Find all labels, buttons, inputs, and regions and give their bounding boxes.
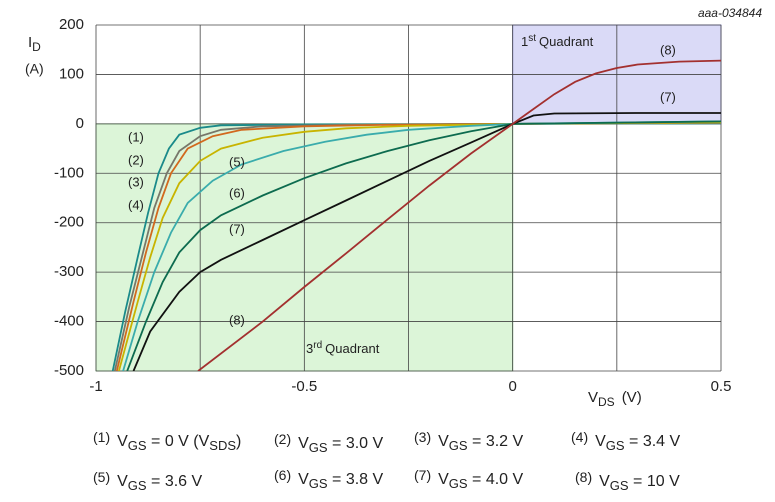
quadrant-label: 3rd Quadrant — [306, 340, 380, 357]
legend-sub: GS — [449, 476, 468, 491]
annotation: aaa-034844 — [698, 6, 762, 20]
legend-number: (3) — [414, 429, 431, 445]
legend-sub: GS — [449, 438, 468, 453]
quadrant-label: 1st Quadrant — [521, 33, 594, 50]
curve-label: (7) — [660, 89, 676, 104]
legend-number: (6) — [274, 467, 291, 483]
legend-text: = 10 V — [629, 473, 680, 490]
legend-text: = 3.8 V — [328, 471, 384, 488]
curve-label: (4) — [128, 197, 144, 212]
legend-sub: GS — [309, 476, 328, 491]
legend-text: = 3.6 V — [147, 473, 203, 490]
x-axis-label-main: V — [588, 389, 598, 406]
x-axis-label: VDS (V) — [588, 389, 642, 409]
curve-label: (5) — [229, 154, 245, 169]
y-tick-label: -400 — [54, 313, 84, 330]
legend-entry: (8) VGS = 10 V — [575, 469, 680, 494]
curve-label: (1) — [128, 129, 144, 144]
legend-number: (5) — [93, 469, 110, 485]
curve-label: (6) — [229, 185, 245, 200]
legend-sub: GS — [309, 440, 328, 455]
y-axis-label-main: I — [28, 34, 32, 51]
curve-label: (3) — [128, 174, 144, 189]
legend-text: = 3.0 V — [328, 435, 384, 452]
y-tick-label: -200 — [54, 214, 84, 231]
legend-sub: GS — [128, 478, 147, 493]
y-tick-label: 0 — [76, 115, 84, 132]
x-tick-label: -1 — [89, 378, 102, 395]
series-line — [115, 121, 721, 371]
legend-number: (2) — [274, 431, 291, 447]
legend-text: = 3.4 V — [625, 433, 681, 450]
legend-text: V — [298, 435, 309, 452]
curve-label: (8) — [229, 312, 245, 327]
x-tick-label: 0 — [508, 378, 516, 395]
legend-entry: (5) VGS = 3.6 V — [93, 469, 203, 494]
y-axis-unit: (A) — [25, 61, 44, 77]
y-tick-label: -100 — [54, 164, 84, 181]
lines — [111, 59, 721, 371]
y-tick-label: 100 — [59, 65, 84, 82]
legend-sub: GS — [610, 478, 629, 493]
legend-text: V — [438, 433, 449, 450]
x-tick-label: 0.5 — [711, 378, 732, 395]
curve-label: (2) — [128, 152, 144, 167]
legend-entry: (6) VGS = 3.8 V — [274, 467, 384, 492]
quadrant-text: Quadrant — [325, 341, 380, 356]
legend-number: (1) — [93, 429, 110, 445]
y-axis-label: ID — [28, 34, 41, 54]
quadrant-number: 1 — [521, 34, 528, 49]
quadrant-suffix: st — [528, 33, 536, 44]
series-line — [132, 112, 721, 371]
legend-number: (8) — [575, 469, 592, 485]
y-tick-label: -300 — [54, 263, 84, 280]
legend-sub: GS — [606, 438, 625, 453]
y-tick-label: -500 — [54, 362, 84, 379]
legend-number: (7) — [414, 467, 431, 483]
legend-text: ) — [236, 433, 241, 450]
legend-text: V — [117, 433, 128, 450]
legend-text: V — [117, 473, 128, 490]
quadrant-suffix: rd — [313, 340, 322, 351]
legend-text: V — [599, 473, 610, 490]
legend-text: = 3.2 V — [468, 433, 524, 450]
curve-label: (7) — [229, 221, 245, 236]
y-tick-label: 200 — [59, 16, 84, 33]
legend-text: = 4.0 V — [468, 471, 524, 488]
legend-text: V — [438, 471, 449, 488]
quadrant-text: Quadrant — [539, 34, 594, 49]
legend-entry: (2) VGS = 3.0 V — [274, 431, 384, 456]
legend-sub: GS — [128, 438, 147, 453]
legend-entry: (4) VGS = 3.4 V — [571, 429, 681, 454]
x-axis-unit: (V) — [622, 389, 642, 406]
series-line — [197, 59, 721, 371]
legend-entry: (7) VGS = 4.0 V — [414, 467, 524, 492]
quadrant-number: 3 — [306, 341, 313, 356]
series-line — [118, 121, 721, 371]
legend-entry: (3) VGS = 3.2 V — [414, 429, 524, 454]
series-line — [122, 120, 721, 371]
legend-sub: SDS — [209, 438, 236, 453]
curve-label: (8) — [660, 42, 676, 57]
x-axis-label-sub: DS — [598, 395, 615, 409]
x-tick-label: -0.5 — [291, 378, 317, 395]
series-line — [126, 120, 721, 371]
y-axis-label-sub: D — [32, 40, 41, 54]
legend-number: (4) — [571, 429, 588, 445]
legend-entry: (1) VGS = 0 V (VSDS) — [93, 429, 241, 454]
legend-text: V — [298, 471, 309, 488]
legend-text: = 0 V (V — [147, 433, 210, 450]
legend-text: V — [595, 433, 606, 450]
